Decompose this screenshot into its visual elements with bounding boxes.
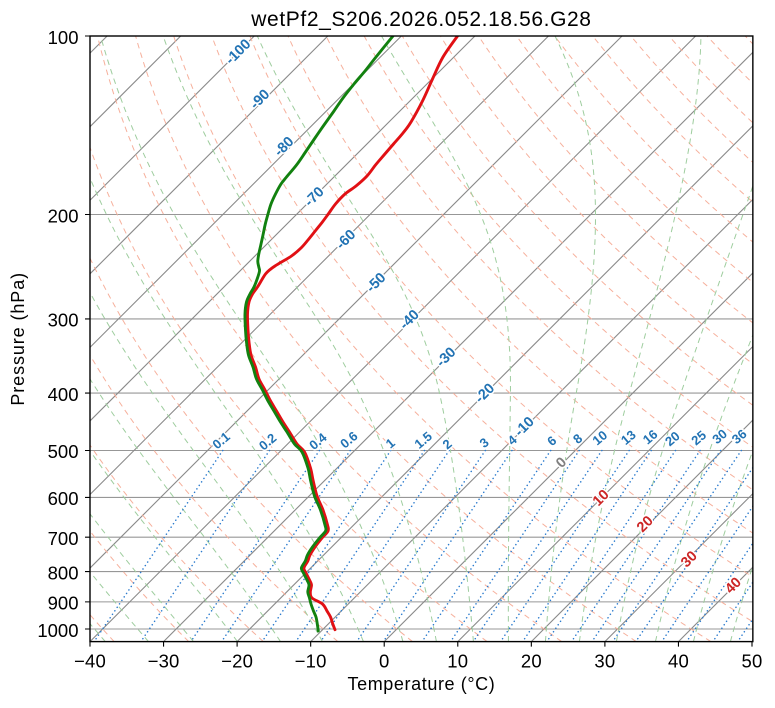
svg-text:300: 300 (48, 310, 79, 331)
svg-text:600: 600 (48, 488, 79, 509)
svg-text:−10: −10 (295, 651, 327, 672)
svg-text:−20: −20 (221, 651, 253, 672)
svg-text:1000: 1000 (37, 620, 78, 641)
svg-text:40: 40 (668, 651, 689, 672)
svg-text:Temperature (°C): Temperature (°C) (348, 674, 496, 694)
svg-text:10: 10 (447, 651, 468, 672)
svg-text:0: 0 (379, 651, 390, 672)
svg-text:800: 800 (48, 562, 79, 583)
svg-text:30: 30 (594, 651, 615, 672)
svg-text:700: 700 (48, 528, 79, 549)
svg-text:500: 500 (48, 441, 79, 462)
svg-text:Pressure (hPa): Pressure (hPa) (8, 272, 28, 406)
svg-text:400: 400 (48, 384, 79, 405)
svg-text:200: 200 (48, 205, 79, 226)
svg-text:50: 50 (742, 651, 763, 672)
svg-text:−40: −40 (74, 651, 106, 672)
svg-text:wetPf2_S206.2026.052.18.56.G28: wetPf2_S206.2026.052.18.56.G28 (250, 8, 591, 31)
svg-text:20: 20 (521, 651, 542, 672)
svg-text:−30: −30 (148, 651, 180, 672)
svg-text:900: 900 (48, 593, 79, 614)
svg-text:100: 100 (48, 27, 79, 48)
